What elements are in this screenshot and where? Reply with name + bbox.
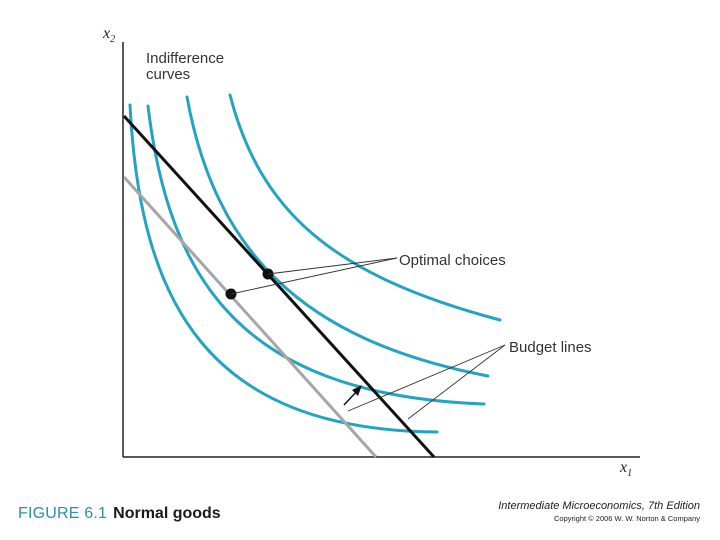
optimal-choices-label: Optimal choices bbox=[399, 252, 506, 269]
budget-leaders bbox=[347, 344, 506, 420]
indifference-curve-2 bbox=[146, 104, 486, 406]
optimal-leaders bbox=[230, 257, 398, 295]
indifference-curve-4 bbox=[228, 93, 502, 322]
book-title: Intermediate Microeconomics, 7th Edition bbox=[498, 500, 700, 512]
copyright-text: Copyright © 2006 W. W. Norton & Company bbox=[553, 514, 700, 523]
credit-block: Intermediate Microeconomics, 7th Edition… bbox=[498, 500, 700, 523]
figure-caption: FIGURE 6.1 Normal goods bbox=[18, 505, 221, 523]
budget-line-new bbox=[122, 114, 436, 459]
indifference-curve-1 bbox=[128, 103, 439, 434]
budget-lines-label: Budget lines bbox=[509, 339, 592, 356]
figure-number: FIGURE 6.1 bbox=[18, 505, 108, 522]
figure-title: Normal goods bbox=[113, 505, 221, 522]
y-axis-label: x2 bbox=[102, 25, 115, 45]
indifference-curves-label: Indifference bbox=[146, 50, 224, 67]
budget-line-old bbox=[122, 175, 378, 459]
indifference-curve-3 bbox=[185, 95, 490, 378]
shift-arrow-head bbox=[352, 385, 362, 396]
indifference-curves-label-2: curves bbox=[146, 66, 190, 83]
x-axis-label: x1 bbox=[619, 459, 632, 479]
indifference-curves bbox=[128, 93, 502, 434]
